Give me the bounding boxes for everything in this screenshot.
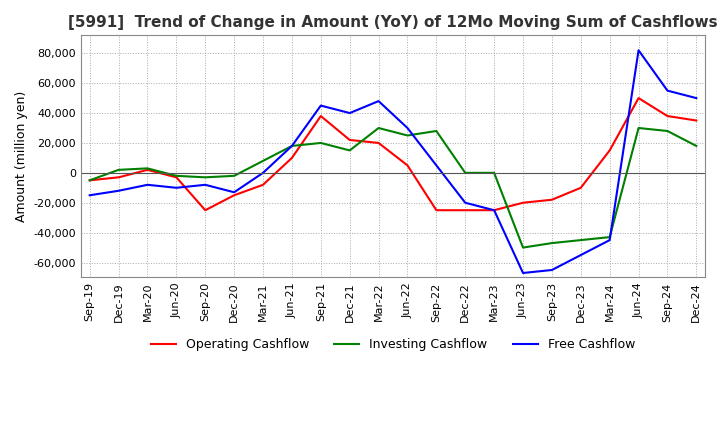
Operating Cashflow [230, 193, 238, 198]
Title: [5991]  Trend of Change in Amount (YoY) of 12Mo Moving Sum of Cashflows: [5991] Trend of Change in Amount (YoY) o… [68, 15, 718, 30]
Free Cashflow [287, 143, 296, 149]
Operating Cashflow [432, 208, 441, 213]
Operating Cashflow [287, 155, 296, 161]
Investing Cashflow [548, 240, 557, 246]
Operating Cashflow [403, 163, 412, 168]
Legend: Operating Cashflow, Investing Cashflow, Free Cashflow: Operating Cashflow, Investing Cashflow, … [146, 333, 640, 356]
Investing Cashflow [432, 128, 441, 134]
Operating Cashflow [258, 182, 267, 187]
Investing Cashflow [518, 245, 527, 250]
Free Cashflow [258, 170, 267, 176]
Investing Cashflow [114, 167, 123, 172]
Free Cashflow [403, 125, 412, 131]
Investing Cashflow [172, 173, 181, 179]
Operating Cashflow [114, 175, 123, 180]
Y-axis label: Amount (million yen): Amount (million yen) [15, 91, 28, 222]
Free Cashflow [461, 200, 469, 205]
Free Cashflow [692, 95, 701, 101]
Investing Cashflow [606, 235, 614, 240]
Operating Cashflow [548, 197, 557, 202]
Line: Operating Cashflow: Operating Cashflow [90, 98, 696, 210]
Investing Cashflow [258, 158, 267, 164]
Operating Cashflow [317, 114, 325, 119]
Free Cashflow [86, 193, 94, 198]
Free Cashflow [577, 253, 585, 258]
Free Cashflow [490, 208, 498, 213]
Investing Cashflow [346, 148, 354, 153]
Investing Cashflow [201, 175, 210, 180]
Free Cashflow [634, 48, 643, 53]
Investing Cashflow [403, 133, 412, 138]
Operating Cashflow [606, 148, 614, 153]
Investing Cashflow [86, 178, 94, 183]
Free Cashflow [663, 88, 672, 93]
Operating Cashflow [663, 114, 672, 119]
Operating Cashflow [172, 175, 181, 180]
Investing Cashflow [577, 238, 585, 243]
Investing Cashflow [490, 170, 498, 176]
Operating Cashflow [577, 185, 585, 191]
Investing Cashflow [634, 125, 643, 131]
Free Cashflow [114, 188, 123, 194]
Line: Investing Cashflow: Investing Cashflow [90, 128, 696, 248]
Investing Cashflow [461, 170, 469, 176]
Investing Cashflow [317, 140, 325, 146]
Free Cashflow [346, 110, 354, 116]
Free Cashflow [548, 268, 557, 273]
Free Cashflow [172, 185, 181, 191]
Free Cashflow [518, 270, 527, 275]
Operating Cashflow [518, 200, 527, 205]
Operating Cashflow [461, 208, 469, 213]
Free Cashflow [606, 238, 614, 243]
Free Cashflow [230, 190, 238, 195]
Free Cashflow [374, 99, 383, 104]
Free Cashflow [432, 163, 441, 168]
Investing Cashflow [663, 128, 672, 134]
Free Cashflow [317, 103, 325, 108]
Operating Cashflow [490, 208, 498, 213]
Free Cashflow [201, 182, 210, 187]
Investing Cashflow [143, 166, 152, 171]
Operating Cashflow [346, 137, 354, 143]
Free Cashflow [143, 182, 152, 187]
Operating Cashflow [634, 95, 643, 101]
Operating Cashflow [86, 178, 94, 183]
Line: Free Cashflow: Free Cashflow [90, 50, 696, 273]
Operating Cashflow [143, 167, 152, 172]
Investing Cashflow [692, 143, 701, 149]
Operating Cashflow [374, 140, 383, 146]
Investing Cashflow [287, 143, 296, 149]
Operating Cashflow [201, 208, 210, 213]
Investing Cashflow [374, 125, 383, 131]
Investing Cashflow [230, 173, 238, 179]
Operating Cashflow [692, 118, 701, 123]
